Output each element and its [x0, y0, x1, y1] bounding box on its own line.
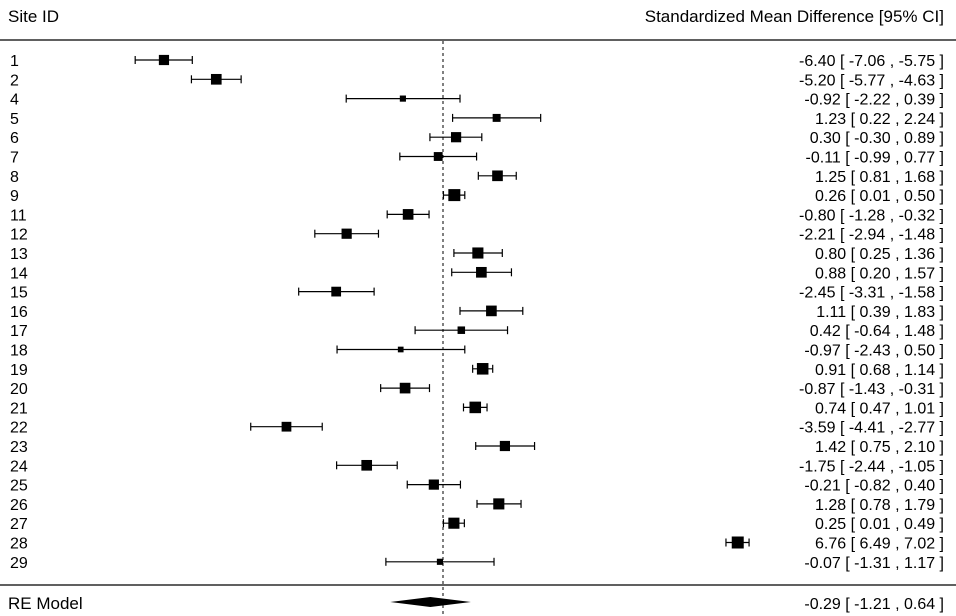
effect-ci-text: -2.21 [ -2.94 , -1.48 ] [799, 227, 944, 244]
point-estimate-square [493, 498, 505, 510]
effect-ci-text: 0.88 [ 0.20 , 1.57 ] [815, 265, 944, 282]
effect-ci-text: 0.74 [ 0.47 , 1.01 ] [815, 400, 944, 417]
site-label: 19 [10, 362, 28, 379]
effect-ci-text: -5.20 [ -5.77 , -4.63 ] [799, 72, 944, 89]
summary-diamond [390, 597, 471, 607]
point-estimate-square [399, 382, 411, 394]
effect-ci-text: 6.76 [ 6.49 , 7.02 ] [815, 536, 944, 553]
site-label: 11 [10, 207, 27, 224]
effect-ci-text: 0.26 [ 0.01 , 0.50 ] [815, 188, 944, 205]
effect-ci-text: 0.25 [ 0.01 , 0.49 ] [815, 516, 944, 533]
site-label: 16 [10, 304, 28, 321]
site-label: 22 [10, 420, 28, 437]
site-label: 1 [10, 53, 19, 70]
site-label: 13 [10, 246, 28, 263]
site-label: 2 [10, 72, 19, 89]
column-header-smd-ci: Standardized Mean Difference [95% CI] [645, 7, 944, 26]
effect-ci-text: -0.87 [ -1.43 , -0.31 ] [799, 381, 944, 398]
point-estimate-square [469, 401, 482, 414]
effect-ci-text: -0.21 [ -0.82 , 0.40 ] [804, 478, 944, 495]
effect-ci-text: 1.28 [ 0.78 , 1.79 ] [815, 497, 944, 514]
point-estimate-square [448, 517, 460, 529]
point-estimate-square [492, 113, 501, 122]
site-label: 25 [10, 478, 28, 495]
point-estimate-square [448, 189, 461, 202]
effect-ci-text: 0.42 [ -0.64 , 1.48 ] [810, 323, 944, 340]
point-estimate-square [457, 326, 466, 334]
site-label: 7 [10, 150, 19, 167]
effect-ci-text: -2.45 [ -3.31 , -1.58 ] [799, 285, 944, 302]
effect-ci-text: 1.11 [ 0.39 , 1.83 ] [816, 304, 944, 321]
point-estimate-square [476, 266, 487, 278]
site-label: 15 [10, 285, 28, 302]
effect-ci-text: 0.80 [ 0.25 , 1.36 ] [815, 246, 944, 263]
point-estimate-square [402, 209, 414, 220]
site-label: 5 [10, 111, 19, 128]
point-estimate-square [486, 305, 497, 317]
point-estimate-square [361, 459, 373, 471]
point-estimate-square [397, 346, 404, 353]
site-label: 4 [10, 92, 19, 109]
site-label: 8 [10, 169, 19, 186]
effect-ci-text: -0.97 [ -2.43 , 0.50 ] [804, 343, 944, 360]
effect-ci-text: -3.59 [ -4.41 , -2.77 ] [799, 420, 944, 437]
site-label: 9 [10, 188, 19, 205]
effect-ci-text: -0.92 [ -2.22 , 0.39 ] [804, 92, 944, 109]
effect-ci-text: -0.11 [ -0.99 , 0.77 ] [806, 150, 944, 167]
site-label: 29 [10, 555, 28, 572]
site-label: 17 [10, 323, 28, 340]
effect-ci-text: -0.07 [ -1.31 , 1.17 ] [804, 555, 944, 572]
site-label: 20 [10, 381, 28, 398]
point-estimate-square [331, 286, 342, 297]
site-label: 27 [10, 516, 28, 533]
effect-ci-text: 0.91 [ 0.68 , 1.14 ] [815, 362, 944, 379]
effect-ci-text: 0.30 [ -0.30 , 0.89 ] [810, 130, 944, 147]
summary-label: RE Model [8, 594, 83, 613]
column-header-site-id: Site ID [8, 7, 59, 26]
site-label: 24 [10, 458, 28, 475]
effect-ci-text: -1.75 [ -2.44 , -1.05 ] [799, 458, 944, 475]
effect-ci-text: -6.40 [ -7.06 , -5.75 ] [799, 53, 944, 70]
summary-effect-ci-text: -0.29 [ -1.21 , 0.64 ] [804, 596, 944, 613]
point-estimate-square [210, 73, 222, 85]
point-estimate-square [436, 558, 444, 565]
point-estimate-square [428, 479, 439, 490]
effect-ci-text: -0.80 [ -1.28 , -0.32 ] [799, 207, 944, 224]
point-estimate-square [433, 152, 443, 161]
point-estimate-square [158, 54, 170, 66]
site-label: 26 [10, 497, 28, 514]
effect-ci-text: 1.23 [ 0.22 , 2.24 ] [815, 111, 944, 128]
point-estimate-square [492, 170, 503, 182]
effect-ci-text: 1.42 [ 0.75 , 2.10 ] [815, 439, 944, 456]
site-label: 18 [10, 343, 28, 360]
site-label: 6 [10, 130, 19, 147]
point-estimate-square [476, 363, 489, 375]
point-estimate-square [399, 95, 406, 102]
site-label: 12 [10, 227, 28, 244]
site-label: 28 [10, 536, 28, 553]
point-estimate-square [281, 421, 292, 432]
point-estimate-square [472, 247, 484, 259]
site-label: 21 [10, 400, 28, 417]
effect-ci-text: 1.25 [ 0.81 , 1.68 ] [815, 169, 944, 186]
point-estimate-square [731, 536, 744, 549]
point-estimate-square [450, 132, 462, 143]
point-estimate-square [499, 440, 511, 452]
site-label: 14 [10, 265, 28, 282]
point-estimate-square [341, 228, 352, 239]
site-label: 23 [10, 439, 28, 456]
